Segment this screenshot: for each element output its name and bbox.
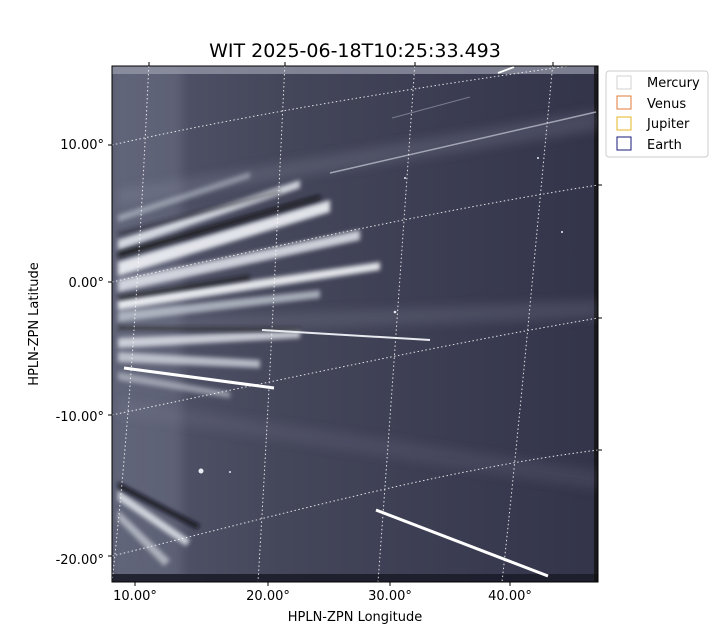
legend-swatch-mercury <box>616 75 632 90</box>
edge-ticks <box>108 62 602 586</box>
y-tick-label: -20.00° <box>56 553 104 568</box>
top-edge-strip <box>112 66 598 74</box>
bottom-edge-strip <box>112 574 598 582</box>
x-axis-label: HPLN-ZPN Longitude <box>288 610 423 625</box>
y-tick-label: 10.00° <box>60 138 104 153</box>
y-tick-label: -10.00° <box>56 410 104 425</box>
legend-label: Mercury <box>647 76 700 91</box>
grid-line-lat-m10 <box>112 317 598 416</box>
plot-frame <box>111 65 599 583</box>
streamer-rays <box>118 172 380 566</box>
legend-label: Jupiter <box>646 117 690 132</box>
grid-line-lon-20 <box>257 66 286 582</box>
y-axis-label: HPLN-ZPN Latitude <box>27 262 42 385</box>
grid-line-lon-30 <box>377 66 416 582</box>
legend-label: Venus <box>647 97 686 112</box>
grid-line-lon-40 <box>501 66 554 582</box>
coordinate-grid <box>112 66 598 582</box>
x-tick-label: 10.00° <box>113 589 157 604</box>
legend-swatch-earth <box>616 136 632 151</box>
legend-swatch-jupiter <box>616 116 632 131</box>
x-tick-label: 40.00° <box>488 589 532 604</box>
faint-rays <box>118 110 598 490</box>
grid-line-lon-10 <box>112 66 150 582</box>
legend-swatch-venus <box>616 95 632 110</box>
y-tick-label: 0.00° <box>69 276 104 291</box>
streaks <box>123 66 597 578</box>
legend-box <box>605 70 709 158</box>
x-tick-label: 20.00° <box>246 589 290 604</box>
grid-line-lat-0 <box>112 184 598 283</box>
right-edge-strip <box>594 66 598 582</box>
chart-title: WIT 2025-06-18T10:25:33.493 <box>209 40 501 62</box>
legend: Mercury Venus Jupiter Earth <box>605 70 709 158</box>
plot-area <box>112 66 598 582</box>
x-tick-label: 30.00° <box>368 589 412 604</box>
legend-label: Earth <box>647 138 682 153</box>
stars <box>198 157 563 474</box>
